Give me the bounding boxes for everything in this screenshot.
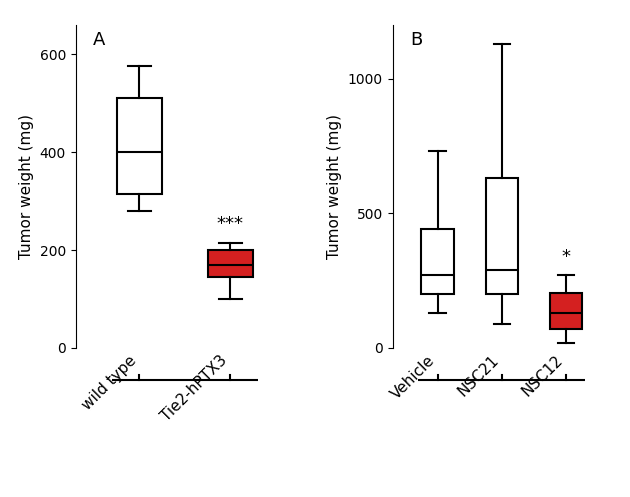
- PathPatch shape: [208, 250, 253, 277]
- Text: *: *: [561, 248, 571, 265]
- PathPatch shape: [117, 98, 162, 194]
- PathPatch shape: [550, 293, 582, 329]
- Y-axis label: Tumor weight (mg): Tumor weight (mg): [327, 114, 342, 259]
- PathPatch shape: [486, 178, 518, 294]
- Text: B: B: [410, 31, 422, 49]
- Text: ***: ***: [217, 215, 244, 233]
- Y-axis label: Tumor weight (mg): Tumor weight (mg): [19, 114, 34, 259]
- Text: A: A: [93, 31, 105, 49]
- PathPatch shape: [421, 230, 454, 294]
